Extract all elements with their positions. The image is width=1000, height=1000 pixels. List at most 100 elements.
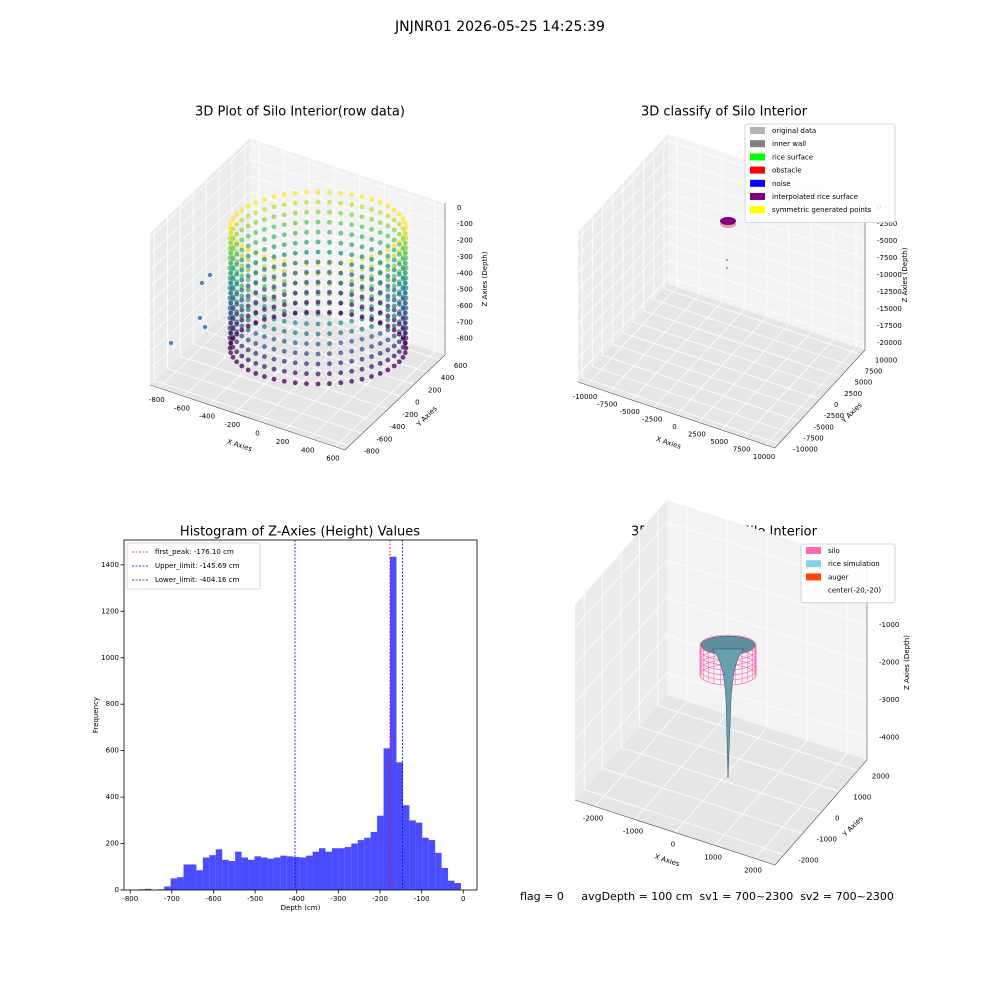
grid-line — [574, 522, 668, 628]
point-cloud — [400, 354, 406, 360]
point-cloud — [245, 253, 251, 259]
point-cloud — [281, 202, 287, 208]
point-cloud — [385, 277, 391, 283]
point-cloud — [239, 327, 245, 333]
bar — [280, 855, 287, 890]
point-cloud — [245, 233, 251, 239]
grid-line — [577, 208, 669, 308]
axis-line — [149, 384, 346, 451]
point-cloud — [292, 330, 298, 336]
legend-box — [800, 543, 896, 604]
bar — [293, 857, 300, 890]
bar — [177, 877, 184, 890]
z-tick-label: -200 — [457, 237, 473, 245]
legend-label: rice simulation — [828, 560, 880, 568]
point-cloud — [239, 343, 245, 349]
bar — [319, 848, 326, 890]
legend-label: obstacle — [772, 167, 802, 175]
point-cloud — [228, 250, 234, 256]
legend-label: interpolated rice surface — [772, 193, 858, 201]
point-cloud — [396, 231, 402, 237]
point-cloud — [338, 190, 344, 196]
point-cloud — [253, 250, 259, 255]
point-cloud — [349, 278, 355, 284]
point-cloud — [245, 307, 251, 313]
point-cloud — [262, 197, 267, 202]
point-cloud — [402, 240, 408, 246]
point-cloud — [396, 339, 402, 345]
point-cloud — [400, 326, 406, 332]
point-cloud — [338, 270, 344, 276]
point-cloud — [262, 287, 267, 292]
point-cloud — [385, 317, 391, 323]
legend-swatch — [806, 547, 821, 554]
point-cloud — [377, 280, 383, 285]
grid-line — [602, 354, 800, 422]
point-cloud — [262, 257, 267, 262]
point-cloud — [369, 277, 374, 282]
point-cloud — [253, 230, 259, 235]
point-cloud — [281, 192, 287, 198]
point-cloud — [239, 237, 245, 243]
point-cloud — [230, 246, 236, 252]
point-cloud — [292, 310, 298, 316]
point-cloud — [402, 350, 408, 356]
point-cloud — [304, 309, 309, 315]
point-cloud — [281, 358, 287, 364]
x-tick-label: 0 — [255, 429, 259, 437]
outlier-point — [208, 273, 212, 277]
point-cloud — [391, 237, 397, 243]
z-tick-label: -7500 — [877, 254, 897, 262]
point-cloud — [228, 240, 234, 246]
grid-line — [666, 672, 868, 738]
point-cloud — [315, 199, 321, 205]
point-cloud — [315, 299, 321, 305]
grid-line — [663, 288, 862, 355]
legend-swatch — [750, 206, 765, 214]
y-tick-label: 7500 — [865, 368, 883, 376]
grid-line — [581, 377, 780, 444]
z-tick-label: -600 — [457, 302, 473, 310]
x-tick-label: -10000 — [573, 393, 598, 401]
point-cloud — [359, 284, 365, 290]
point-cloud — [349, 368, 355, 374]
point-cloud — [385, 337, 391, 343]
point-cloud — [239, 247, 245, 253]
chart-title: Histogram of Z-Axies (Height) Values — [180, 525, 420, 540]
point-cloud — [253, 361, 259, 366]
point-cloud — [262, 207, 267, 212]
z-tick-label: -1000 — [879, 621, 899, 629]
point-cloud — [338, 230, 344, 236]
x-tick-label: -600 — [206, 895, 222, 903]
point-cloud — [245, 303, 251, 309]
point-cloud — [271, 264, 277, 270]
point-cloud — [271, 294, 277, 300]
point-cloud — [396, 349, 402, 355]
point-cloud — [369, 364, 374, 369]
z-tick-label: -400 — [457, 269, 473, 277]
legend-swatch — [750, 140, 765, 148]
classified-cluster — [720, 217, 736, 225]
grid-line — [667, 191, 866, 259]
point-cloud — [377, 200, 383, 205]
point-cloud — [385, 243, 391, 249]
point-cloud — [239, 333, 245, 339]
point-cloud — [377, 320, 383, 325]
pane — [150, 290, 445, 450]
point-cloud — [239, 297, 245, 303]
y-tick-label: 2500 — [844, 390, 862, 398]
point-cloud — [230, 266, 236, 272]
z-tick-label: -4000 — [879, 734, 899, 742]
point-cloud — [359, 326, 365, 332]
point-cloud — [230, 286, 236, 292]
outlier-point — [200, 281, 204, 285]
bar — [325, 851, 332, 890]
point-cloud — [338, 280, 344, 286]
point-cloud — [349, 222, 355, 228]
grid-line — [284, 334, 385, 431]
point-cloud — [281, 242, 287, 248]
grid-line — [602, 768, 803, 834]
bar — [364, 837, 371, 890]
point-cloud — [315, 361, 321, 367]
bar — [441, 867, 449, 890]
